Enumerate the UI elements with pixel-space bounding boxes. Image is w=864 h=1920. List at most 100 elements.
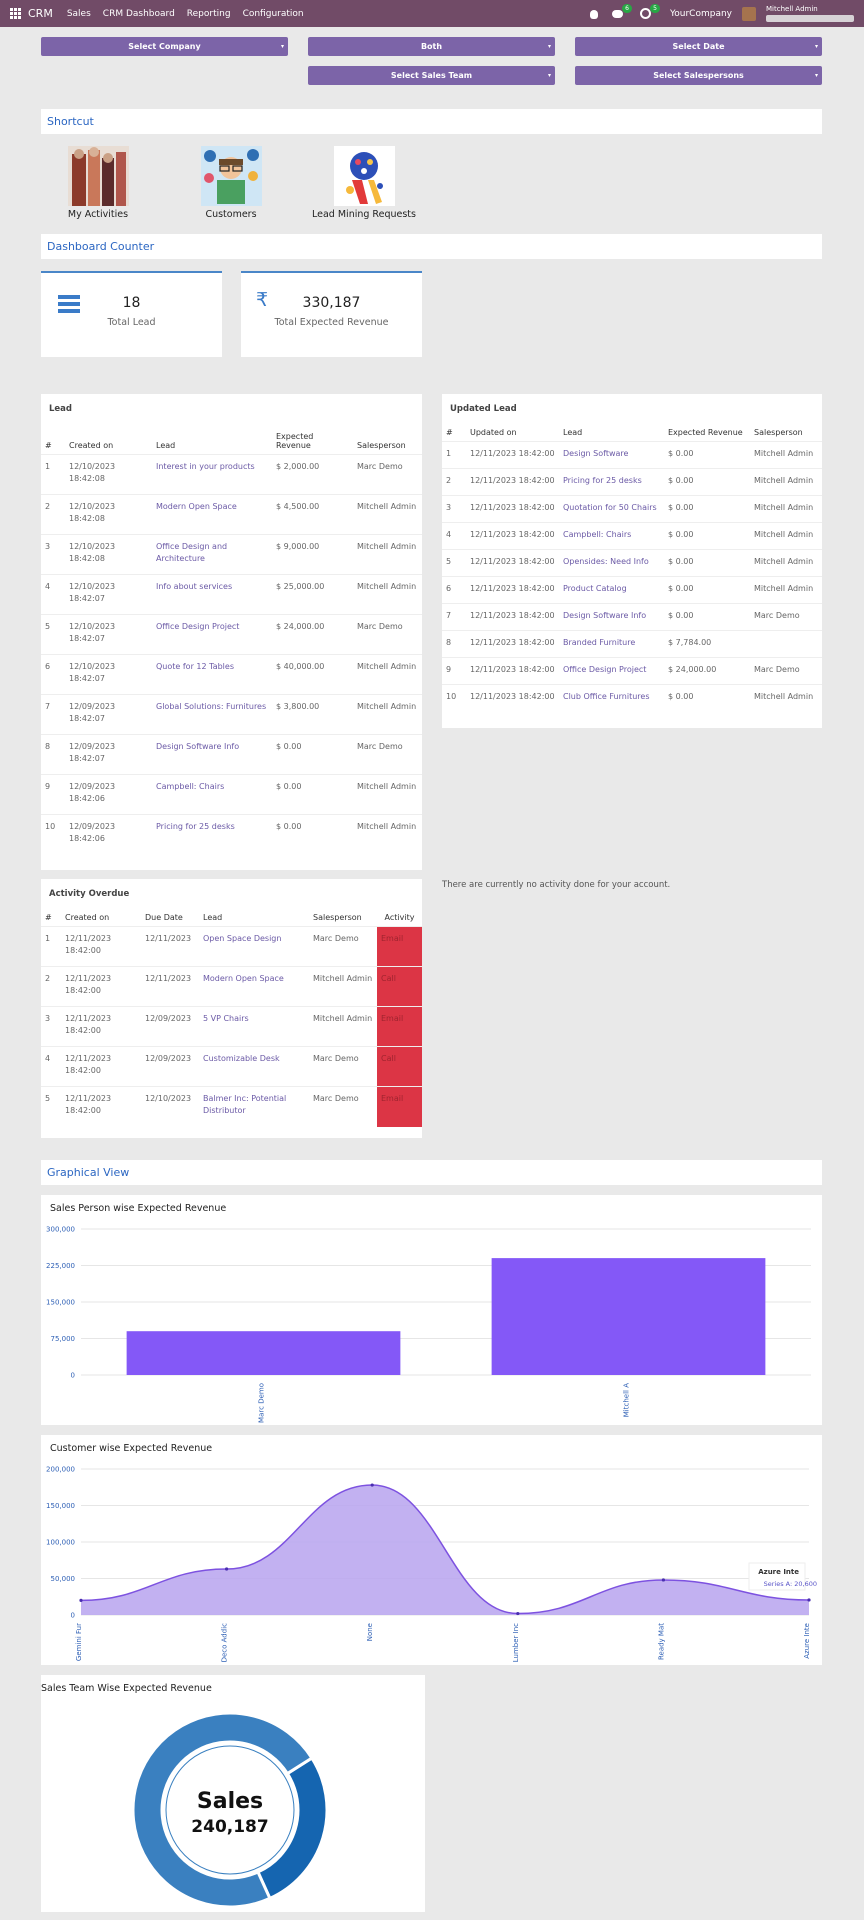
table-row[interactable]: 5 12/11/2023 18:42:00 Opensides: Need Info… [442,549,822,577]
shortcut-customers[interactable]: Customers [195,146,267,220]
total-revenue-card[interactable]: ₹ 330,187 Total Expected Revenue [241,271,422,357]
table-cell: 1 [41,926,61,967]
data-point [79,1598,83,1602]
table-cell: 12/09/2023 18:42:07 [65,734,152,775]
select-company-button[interactable]: Select Company ▾ [41,37,288,56]
table-cell: Marc Demo [750,603,822,631]
table-cell: $ 3,800.00 [272,694,353,735]
menu-configuration[interactable]: Configuration [242,8,304,19]
table-row[interactable]: 9 12/11/2023 18:42:00 Office Design Projec… [442,657,822,685]
table-cell: Mitchell Admin [750,522,822,550]
table-cell: 12/10/2023 18:42:08 [65,494,152,535]
select-date-button[interactable]: Select Date ▾ [575,37,822,56]
table-row[interactable]: 10 12/11/2023 18:42:00 Club Office Furnitu… [442,684,822,712]
table-cell: 12/11/2023 [141,926,199,967]
table-cell: 12/10/2023 18:42:08 [65,454,152,495]
table-row[interactable]: 2 12/11/2023 18:42:00 Pricing for 25 desks… [442,468,822,496]
table-row[interactable]: 4 12/10/2023 18:42:07 Info about services $… [41,574,422,615]
table-row[interactable]: 7 12/11/2023 18:42:00 Design Software Info… [442,603,822,631]
table-header-row: # Updated on Lead Expected Revenue Sales… [442,424,822,442]
menu-reporting[interactable]: Reporting [186,8,231,19]
table-cell: Mitchell Admin [309,966,377,1007]
menu-sales[interactable]: Sales [66,8,91,19]
total-lead-card[interactable]: 18 Total Lead [41,271,222,357]
apps-menu-icon[interactable] [10,7,22,20]
shortcut-my-activities[interactable]: My Activities [62,146,134,220]
table-cell: $ 0.00 [664,441,750,469]
user-menu[interactable]: Mitchell Admin [766,5,854,22]
table-row[interactable]: 1 12/11/2023 18:42:00 Design Software $ 0.0… [442,441,822,469]
x-tick-label: Marc Demo [258,1383,266,1423]
table-cell: 4 [41,574,65,615]
table-cell: Design Software Info [559,603,664,631]
table-row[interactable]: 3 12/10/2023 18:42:08 Office Design and Ar… [41,534,422,575]
table-cell: 12/10/2023 18:42:07 [65,614,152,655]
table-cell: 8 [442,630,466,658]
table-row[interactable]: 6 12/11/2023 18:42:00 Product Catalog $ 0.0… [442,576,822,604]
shortcut-label: Customers [205,209,257,220]
table-row[interactable]: 5 12/10/2023 18:42:07 Office Design Projec… [41,614,422,655]
table-row[interactable]: 8 12/09/2023 18:42:07 Design Software Info… [41,734,422,775]
table-row[interactable]: 1 12/11/2023 18:42:00 12/11/2023 Open Space… [41,926,422,967]
menu-crm-dashboard[interactable]: CRM Dashboard [102,8,175,19]
x-tick-label: Azure Inte [803,1623,811,1659]
app-brand[interactable]: CRM [28,7,53,20]
data-point [807,1598,811,1602]
table-row[interactable]: 2 12/11/2023 18:42:00 12/11/2023 Modern Ope… [41,966,422,1007]
y-tick-label: 300,000 [46,1226,75,1234]
table-cell: 12/11/2023 18:42:00 [61,1006,141,1047]
table-cell: $ 0.00 [664,684,750,712]
shortcut-label: My Activities [67,209,129,220]
table-row[interactable]: 10 12/09/2023 18:42:06 Pricing for 25 desk… [41,814,422,855]
activity-type-cell: Email [377,1086,422,1127]
table-cell: 10 [41,814,65,855]
customer-revenue-chart-panel: Customer wise Expected Revenue 200,000 15… [41,1435,822,1665]
table-cell: 12/11/2023 18:42:00 [466,603,559,631]
table-row[interactable]: 8 12/11/2023 18:42:00 Branded Furniture $ 7… [442,630,822,658]
select-salespersons-button[interactable]: Select Salespersons ▾ [575,66,822,85]
table-cell: 12/11/2023 18:42:00 [61,926,141,967]
select-sales-team-button[interactable]: Select Sales Team ▾ [308,66,555,85]
donut-slice [131,1711,314,1909]
table-cell: $ 0.00 [664,549,750,577]
table-cell: Opensides: Need Info [559,549,664,577]
data-point [661,1578,666,1582]
activities-button[interactable]: 5 [639,3,660,20]
salesperson-bar-chart: 300,000 225,000 150,000 75,000 0 Marc Demo Mit… [46,1226,811,1423]
table-cell: Interest in your products [152,454,272,495]
debug-icon[interactable] [589,8,602,20]
table-row[interactable]: 1 12/10/2023 18:42:08 Interest in your pro… [41,454,422,495]
table-row[interactable]: 9 12/09/2023 18:42:06 Campbell: Chairs $ 0.… [41,774,422,815]
table-cell: Mitchell Admin [353,814,422,855]
table-cell: $ 24,000.00 [272,614,353,655]
table-row[interactable]: 3 12/11/2023 18:42:00 12/09/2023 5 VP Chair… [41,1006,422,1047]
table-row[interactable]: 6 12/10/2023 18:42:07 Quote for 12 Tables $… [41,654,422,695]
table-cell: 2 [41,494,65,535]
table-cell: 12/11/2023 18:42:00 [61,1086,141,1127]
table-row[interactable]: 5 12/11/2023 18:42:00 12/10/2023 Balmer Inc… [41,1086,422,1127]
col-header: Salesperson [754,428,803,437]
table-cell: Mitchell Admin [750,441,822,469]
table-row[interactable]: 4 12/11/2023 18:42:00 Campbell: Chairs $ 0.… [442,522,822,550]
avatar[interactable] [742,6,756,21]
messages-button[interactable]: 6 [611,3,632,20]
chart-title: Sales Person wise Expected Revenue [50,1203,227,1214]
table-cell: Marc Demo [309,1086,377,1127]
col-header: Lead [563,428,583,437]
table-cell: Marc Demo [750,657,822,685]
table-cell: 12/11/2023 18:42:00 [466,576,559,604]
table-row[interactable]: 4 12/11/2023 18:42:00 12/09/2023 Customizab… [41,1046,422,1087]
table-row[interactable]: 7 12/09/2023 18:42:07 Global Solutions: Fu… [41,694,422,735]
list-icon [58,295,80,313]
shortcut-lead-mining-requests[interactable]: Lead Mining Requests [308,146,420,220]
table-cell: 12/10/2023 18:42:07 [65,654,152,695]
tooltip-value: Series A: 20,600 [764,1580,817,1588]
table-cell: 3 [41,534,65,575]
tooltip-title: Azure Inte [758,1568,799,1576]
table-row[interactable]: 2 12/10/2023 18:42:08 Modern Open Space $ 4… [41,494,422,535]
both-button[interactable]: Both ▾ [308,37,555,56]
company-switcher[interactable]: YourCompany [669,8,732,19]
table-cell: Mitchell Admin [353,774,422,815]
table-row[interactable]: 3 12/11/2023 18:42:00 Quotation for 50 Cha… [442,495,822,523]
